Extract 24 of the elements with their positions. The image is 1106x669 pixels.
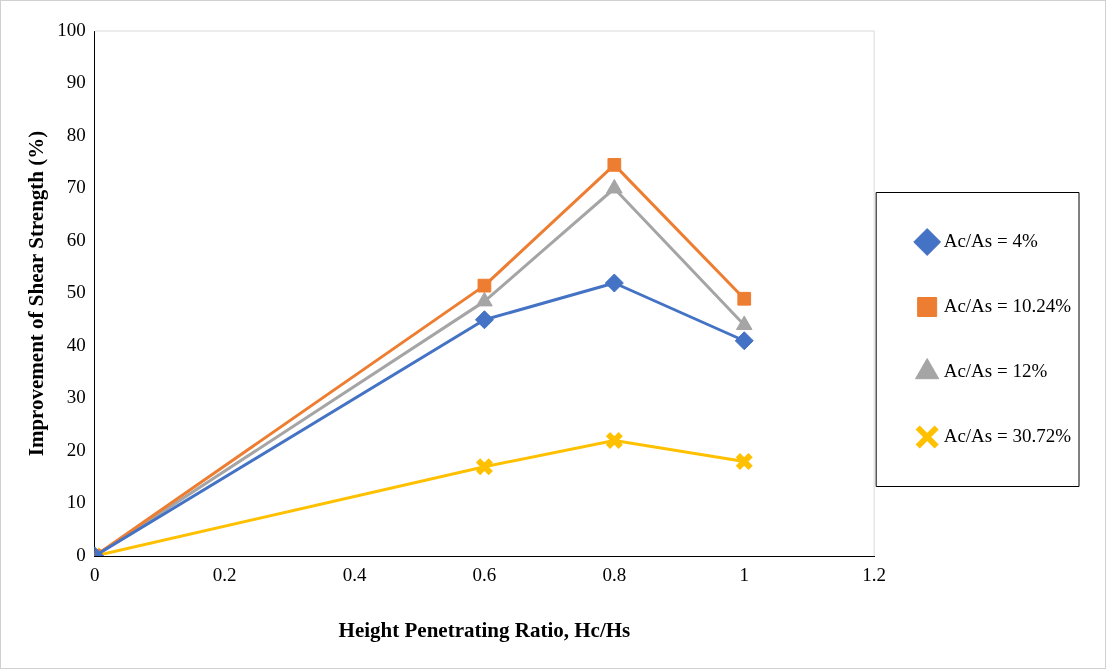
x-tick-label: 1.2 xyxy=(862,564,887,586)
legend-label: Ac/As = 10.24% xyxy=(943,294,1072,316)
x-axis-title: Height Penetrating Ratio, Hc/Hs xyxy=(338,617,631,642)
legend-label: Ac/As = 30.72% xyxy=(943,424,1072,446)
y-tick-label: 10 xyxy=(66,491,86,513)
x-tick-label: 1 xyxy=(739,564,749,586)
y-tick-label: 40 xyxy=(66,333,86,355)
y-tick-label: 100 xyxy=(57,18,86,40)
y-tick-label: 60 xyxy=(66,228,86,250)
x-tick-label: 0 xyxy=(89,564,100,586)
y-tick-label: 50 xyxy=(66,281,86,303)
y-tick-label: 30 xyxy=(66,386,86,408)
y-tick-label: 80 xyxy=(66,123,86,145)
legend-label: Ac/As = 4% xyxy=(943,229,1038,251)
y-axis-title: Improvement of Shear Strength (%) xyxy=(24,130,49,457)
x-tick-label: 0.6 xyxy=(472,564,497,586)
y-tick-label: 0 xyxy=(76,543,86,565)
y-tick-label: 20 xyxy=(66,438,86,460)
y-tick-label: 70 xyxy=(66,176,86,198)
legend-label: Ac/As = 12% xyxy=(943,359,1048,381)
x-tick-label: 0.2 xyxy=(212,564,237,586)
x-tick-label: 0.8 xyxy=(602,564,627,586)
y-tick-label: 90 xyxy=(66,71,86,93)
x-tick-label: 0.4 xyxy=(342,564,367,586)
